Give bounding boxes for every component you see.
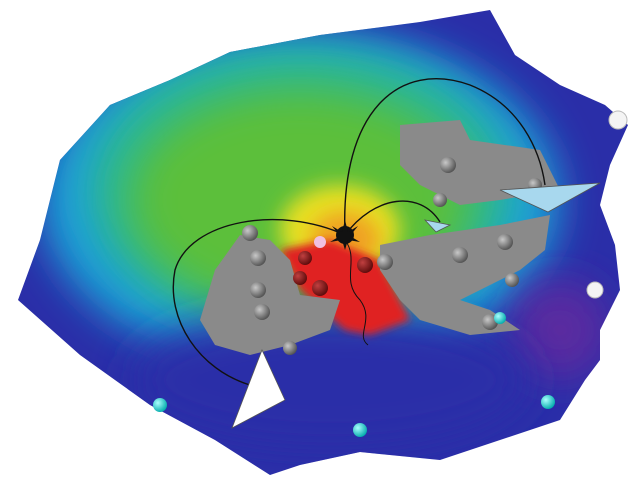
activation-map xyxy=(0,0,630,485)
page xyxy=(0,0,630,485)
